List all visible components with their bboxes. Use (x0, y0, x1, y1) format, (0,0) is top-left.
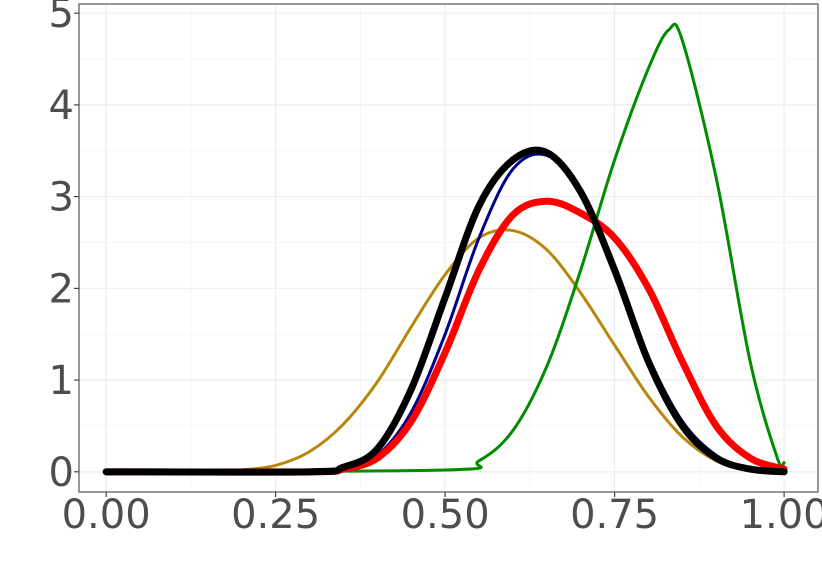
minor-gridlines (79, 4, 818, 492)
x-tick-label: 1.00 (740, 492, 822, 538)
series-lines (102, 22, 788, 476)
y-tick-label: 4 (49, 83, 74, 129)
y-tick-label: 1 (49, 358, 74, 404)
y-tick-label: 5 (49, 0, 74, 37)
x-tick-label: 0.75 (570, 492, 659, 538)
x-axis: 0.00 0.25 0.50 0.75 1.00 (62, 492, 822, 538)
y-tick-label: 2 (49, 266, 74, 312)
major-gridlines (79, 4, 818, 492)
plot-panel-border (78, 3, 819, 493)
series-line-5 (102, 146, 788, 476)
x-tick-label: 0.25 (231, 492, 320, 538)
y-tick-label: 0 (49, 450, 74, 496)
y-tick-label: 3 (49, 175, 74, 221)
y-axis: 0 1 2 3 4 5 (49, 0, 79, 496)
series-line-3 (104, 22, 786, 474)
x-tick-label: 0.00 (62, 492, 151, 538)
x-tick-label: 0.50 (401, 492, 490, 538)
